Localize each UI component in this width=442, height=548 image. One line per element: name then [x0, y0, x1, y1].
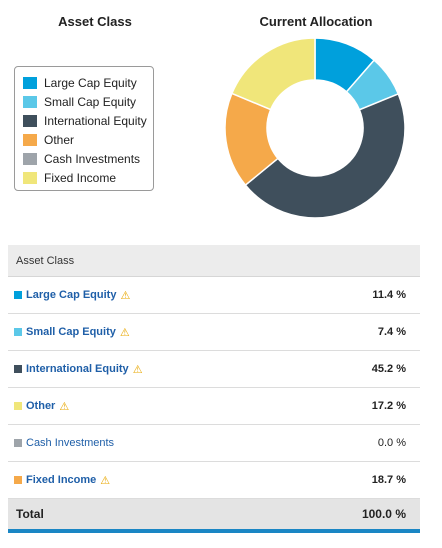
legend-label: Cash Investments — [44, 151, 141, 166]
allocation-table: Asset Class Large Cap Equity ⚠ 11.4 % Small… — [8, 245, 420, 533]
legend-item: International Equity — [23, 111, 153, 130]
chart-legend: Large Cap Equity Small Cap Equity Internat… — [14, 66, 154, 191]
asset-class-link[interactable]: Large Cap Equity — [26, 289, 117, 301]
total-label: Total — [16, 507, 44, 521]
allocation-value: 11.4 % — [372, 289, 406, 301]
allocation-value: 17.2 % — [371, 400, 406, 412]
table-header: Asset Class — [8, 245, 420, 277]
legend-item: Small Cap Equity — [23, 92, 153, 111]
asset-class-heading: Asset Class — [58, 14, 132, 29]
legend-item: Large Cap Equity — [23, 73, 153, 92]
legend-swatch — [23, 171, 37, 184]
table-row: Fixed Income ⚠ 18.7 % — [8, 462, 420, 499]
row-color-swatch — [14, 328, 22, 336]
legend-swatch — [23, 114, 37, 127]
warning-icon: ⚠ — [132, 363, 143, 376]
asset-class-link[interactable]: Fixed Income — [26, 474, 97, 486]
table-row: Large Cap Equity ⚠ 11.4 % — [8, 277, 420, 314]
legend-swatch — [23, 152, 37, 165]
allocation-donut-chart — [224, 37, 406, 219]
asset-class-link[interactable]: International Equity — [26, 363, 129, 375]
allocation-value: 7.4 % — [377, 326, 406, 338]
chart-title: Current Allocation — [259, 14, 373, 29]
row-color-swatch — [14, 291, 22, 299]
legend-item: Fixed Income — [23, 168, 153, 187]
warning-icon: ⚠ — [59, 400, 70, 413]
table-row: Small Cap Equity ⚠ 7.4 % — [8, 314, 420, 351]
total-value: 100.0 % — [361, 507, 406, 521]
warning-icon: ⚠ — [120, 289, 131, 302]
legend-item: Cash Investments — [23, 149, 153, 168]
allocation-value: 45.2 % — [371, 363, 406, 375]
asset-class-link[interactable]: Cash Investments — [26, 437, 115, 449]
row-color-swatch — [14, 402, 22, 410]
asset-class-link[interactable]: Small Cap Equity — [26, 326, 116, 338]
row-color-swatch — [14, 365, 22, 373]
warning-icon: ⚠ — [119, 326, 130, 339]
row-color-swatch — [14, 476, 22, 484]
table-row: Other ⚠ 17.2 % — [8, 388, 420, 425]
total-row: Total 100.0 % — [8, 499, 420, 533]
legend-label: Small Cap Equity — [44, 94, 137, 109]
table-header-label: Asset Class — [16, 254, 75, 267]
allocation-value: 0.0 % — [377, 437, 406, 449]
legend-swatch — [23, 76, 37, 89]
legend-label: Other — [44, 132, 75, 147]
table-row: International Equity ⚠ 45.2 % — [8, 351, 420, 388]
legend-label: International Equity — [44, 113, 147, 128]
legend-item: Other — [23, 130, 153, 149]
donut-slice[interactable] — [244, 92, 406, 219]
asset-class-link[interactable]: Other — [26, 400, 56, 412]
donut-slice[interactable] — [230, 37, 316, 111]
table-row: Cash Investments 0.0 % — [8, 425, 420, 462]
warning-icon: ⚠ — [100, 474, 111, 487]
legend-swatch — [23, 133, 37, 146]
row-color-swatch — [14, 439, 22, 447]
legend-label: Fixed Income — [44, 170, 117, 185]
legend-label: Large Cap Equity — [44, 75, 137, 90]
allocation-value: 18.7 % — [371, 474, 406, 486]
legend-swatch — [23, 95, 37, 108]
